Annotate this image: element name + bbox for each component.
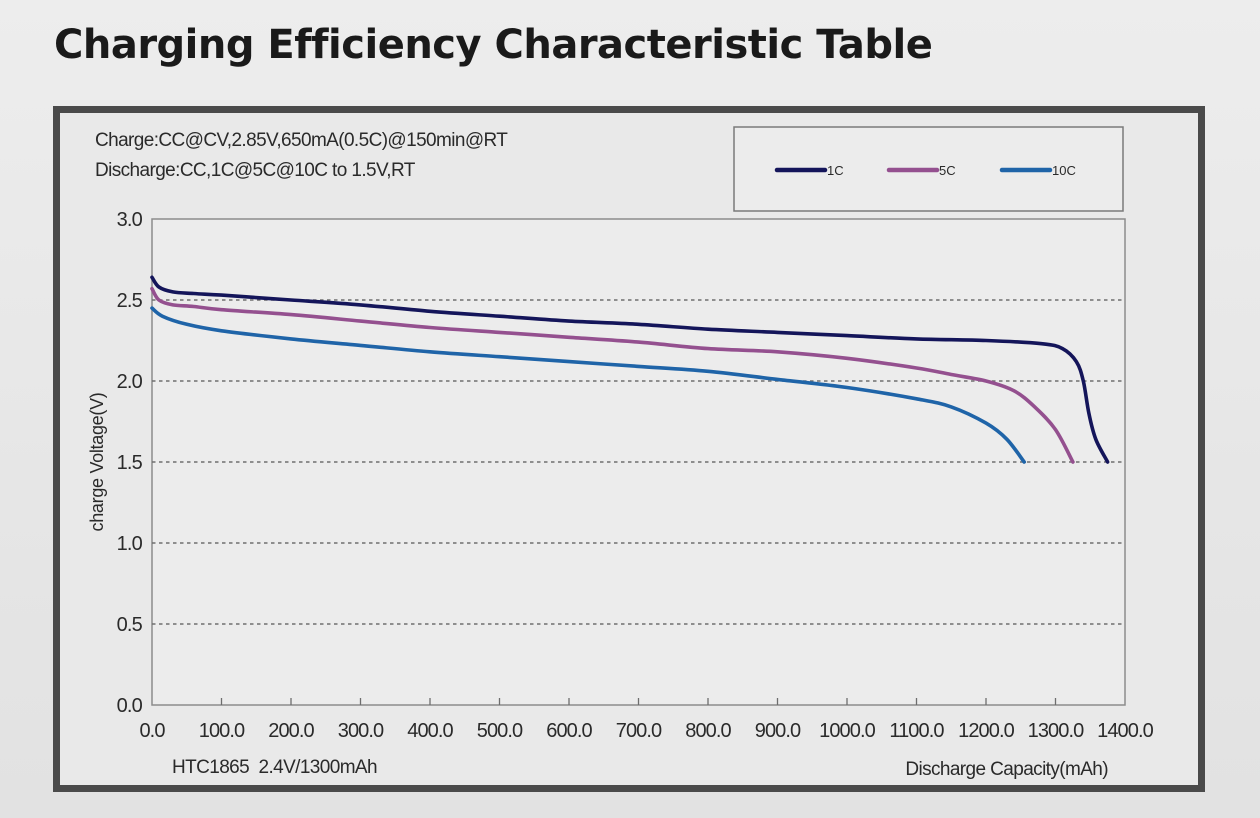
x-axis-label: Discharge Capacity(mAh) <box>905 759 1108 780</box>
y-axis-ticks: 0.0 0.5 1.0 1.5 2.0 2.5 3.0 <box>117 209 144 717</box>
x-tick-label: 100.0 <box>199 720 245 742</box>
legend: 1C 5C 10C <box>733 126 1124 212</box>
x-tick-label: 500.0 <box>477 720 523 742</box>
x-tick-label: 1100.0 <box>889 720 944 742</box>
y-tick-label: 2.0 <box>117 371 143 393</box>
x-tick-label: 700.0 <box>616 720 662 742</box>
x-tick-label: 900.0 <box>755 720 801 742</box>
y-axis-label: charge Voltage(V) <box>87 393 107 532</box>
y-tick-label: 0.5 <box>117 614 143 636</box>
x-tick-label: 600.0 <box>546 720 592 742</box>
x-tick-label: 1000.0 <box>819 720 876 742</box>
y-tick-label: 1.0 <box>117 533 143 555</box>
series-line-1c <box>150 275 1110 464</box>
x-tick-label: 800.0 <box>685 720 731 742</box>
model-label: HTC1865 2.4V/1300mAh <box>172 757 377 778</box>
legend-label-1c: 1C <box>827 163 844 178</box>
series-lines <box>150 275 1110 464</box>
y-tick-label: 2.5 <box>117 290 143 312</box>
x-axis-ticks: 0.0 100.0 200.0 300.0 400.0 500.0 600.0 700.0 80… <box>139 698 1155 742</box>
discharge-condition-label: Discharge:CC,1C@5C@10C to 1.5V,RT <box>95 160 416 181</box>
series-line-10c <box>150 306 1026 464</box>
y-tick-label: 0.0 <box>117 695 143 717</box>
series-line-5c <box>150 286 1075 464</box>
page-title: Charging Efficiency Characteristic Table <box>54 22 933 68</box>
charge-condition-label: Charge:CC@CV,2.85V,650mA(0.5C)@150min@RT <box>95 130 508 151</box>
y-tick-label: 1.5 <box>117 452 143 474</box>
legend-label-10c: 10C <box>1052 163 1076 178</box>
x-tick-label: 200.0 <box>268 720 314 742</box>
x-tick-label: 1300.0 <box>1028 720 1085 742</box>
y-tick-label: 3.0 <box>117 209 143 231</box>
x-tick-label: 1400.0 <box>1097 720 1154 742</box>
x-tick-label: 0.0 <box>139 720 165 742</box>
x-tick-label: 300.0 <box>338 720 384 742</box>
x-tick-label: 1200.0 <box>958 720 1015 742</box>
x-tick-label: 400.0 <box>407 720 453 742</box>
legend-label-5c: 5C <box>939 163 956 178</box>
